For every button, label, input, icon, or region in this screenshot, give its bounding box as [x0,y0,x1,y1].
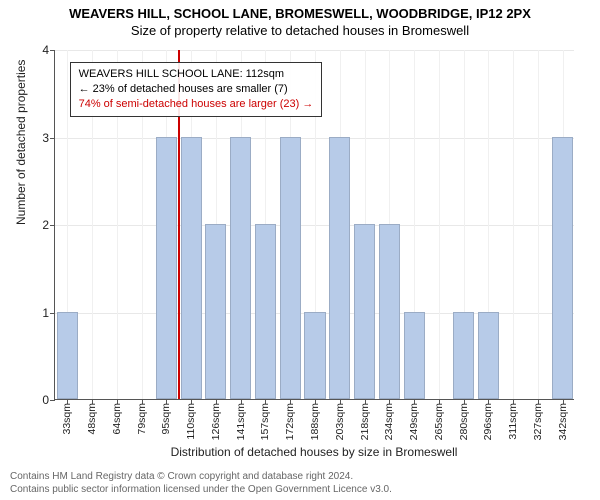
ytick-label: 0 [42,393,49,407]
xtick-label: 64sqm [111,403,123,435]
xtick-label: 249sqm [408,403,420,440]
footer-line-1: Contains HM Land Registry data © Crown c… [10,471,392,484]
bar [181,137,202,400]
gridline-v [513,50,514,399]
footer-line-2: Contains public sector information licen… [10,484,392,497]
ytick-label: 1 [42,306,49,320]
chart-container: WEAVERS HILL, SCHOOL LANE, BROMESWELL, W… [0,0,600,500]
chart-subtitle: Size of property relative to detached ho… [0,21,600,38]
bar [57,312,78,400]
bar [205,224,226,399]
footer: Contains HM Land Registry data © Crown c… [10,471,392,496]
xtick-label: 157sqm [259,403,271,440]
xtick-label: 342sqm [557,403,569,440]
ytick-mark [50,400,55,401]
bar [552,137,573,400]
chart-title: WEAVERS HILL, SCHOOL LANE, BROMESWELL, W… [0,0,600,21]
info-line-3: 74% of semi-detached houses are larger (… [79,97,314,112]
xtick-label: 203sqm [334,403,346,440]
xtick-label: 311sqm [507,403,519,440]
info-line-2: ← 23% of detached houses are smaller (7) [79,82,314,97]
ytick-mark [50,138,55,139]
xtick-label: 280sqm [458,403,470,440]
bar [404,312,425,400]
bar [354,224,375,399]
xtick-label: 33sqm [61,403,73,435]
bar [156,137,177,400]
ytick-label: 2 [42,218,49,232]
bar [304,312,325,400]
info-box: WEAVERS HILL SCHOOL LANE: 112sqm ← 23% o… [70,62,323,117]
xtick-label: 327sqm [532,403,544,440]
xtick-label: 265sqm [433,403,445,440]
bar [329,137,350,400]
bar [478,312,499,400]
bar [280,137,301,400]
chart-frame: 0123433sqm48sqm64sqm79sqm95sqm110sqm126s… [54,50,574,400]
xtick-label: 141sqm [235,403,247,440]
xtick-label: 188sqm [309,403,321,440]
xtick-label: 48sqm [86,403,98,435]
bar [255,224,276,399]
xtick-label: 79sqm [136,403,148,435]
ytick-label: 3 [42,131,49,145]
ytick-mark [50,225,55,226]
xtick-label: 172sqm [284,403,296,440]
info-line-1: WEAVERS HILL SCHOOL LANE: 112sqm [79,67,314,82]
gridline-v [538,50,539,399]
xtick-label: 95sqm [160,403,172,435]
bar [379,224,400,399]
xtick-label: 234sqm [383,403,395,440]
bar [230,137,251,400]
xtick-label: 126sqm [210,403,222,440]
x-axis-label: Distribution of detached houses by size … [54,445,574,459]
xtick-label: 296sqm [482,403,494,440]
xtick-label: 218sqm [359,403,371,440]
ytick-mark [50,50,55,51]
ytick-label: 4 [42,43,49,57]
gridline-v [439,50,440,399]
ytick-mark [50,313,55,314]
xtick-label: 110sqm [185,403,197,440]
bar [453,312,474,400]
y-axis-label: Number of detached properties [14,60,28,225]
